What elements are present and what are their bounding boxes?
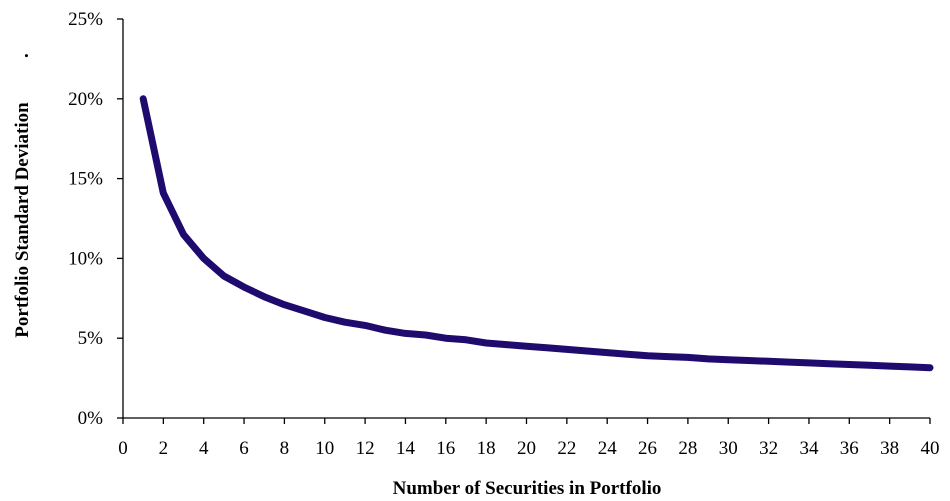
y-axis-title: Portfolio Standard Deviation <box>12 102 33 338</box>
x-tick-label: 16 <box>436 438 455 459</box>
y-tick-label: 15% <box>68 169 103 190</box>
y-tick-label: 10% <box>68 248 103 269</box>
axes <box>122 19 930 419</box>
y-tick-label: 5% <box>78 328 104 349</box>
x-tick-label: 14 <box>396 438 416 459</box>
x-tick-label: 32 <box>759 438 778 459</box>
series-line <box>139 95 934 372</box>
x-tick-label: 28 <box>678 438 697 459</box>
x-tick-label: 36 <box>840 438 859 459</box>
x-axis-title: Number of Securities in Portfolio <box>393 478 662 499</box>
x-tick-label: 8 <box>280 438 290 459</box>
y-axis-title-group: Portfolio Standard Deviation . <box>12 53 33 337</box>
x-tick-label: 26 <box>638 438 657 459</box>
y-ticks: 0% 5% 10% 15% 20% 25% <box>68 9 123 429</box>
x-tick-label: 12 <box>356 438 375 459</box>
x-tick-label: 40 <box>921 438 940 459</box>
y-tick-label: 20% <box>68 89 103 110</box>
x-tick-label: 20 <box>517 438 536 459</box>
x-tick-label: 38 <box>880 438 899 459</box>
x-tick-label: 24 <box>598 438 618 459</box>
x-tick-label: 34 <box>799 438 819 459</box>
x-tick-label: 2 <box>159 438 169 459</box>
y-axis-title-suffix: . <box>12 53 33 58</box>
y-tick-label: 25% <box>68 9 103 30</box>
x-tick-label: 30 <box>719 438 738 459</box>
series-layer <box>139 95 934 372</box>
x-tick-label: 18 <box>477 438 496 459</box>
x-tick-label: 22 <box>557 438 576 459</box>
x-ticks: 0 2 4 6 8 10 12 14 16 18 20 22 24 26 28 30 32 34 36 38 40 <box>118 418 940 459</box>
x-tick-label: 4 <box>199 438 209 459</box>
x-tick-label: 6 <box>239 438 249 459</box>
y-tick-label: 0% <box>78 408 104 429</box>
x-tick-label: 10 <box>315 438 334 459</box>
x-tick-label: 0 <box>118 438 128 459</box>
